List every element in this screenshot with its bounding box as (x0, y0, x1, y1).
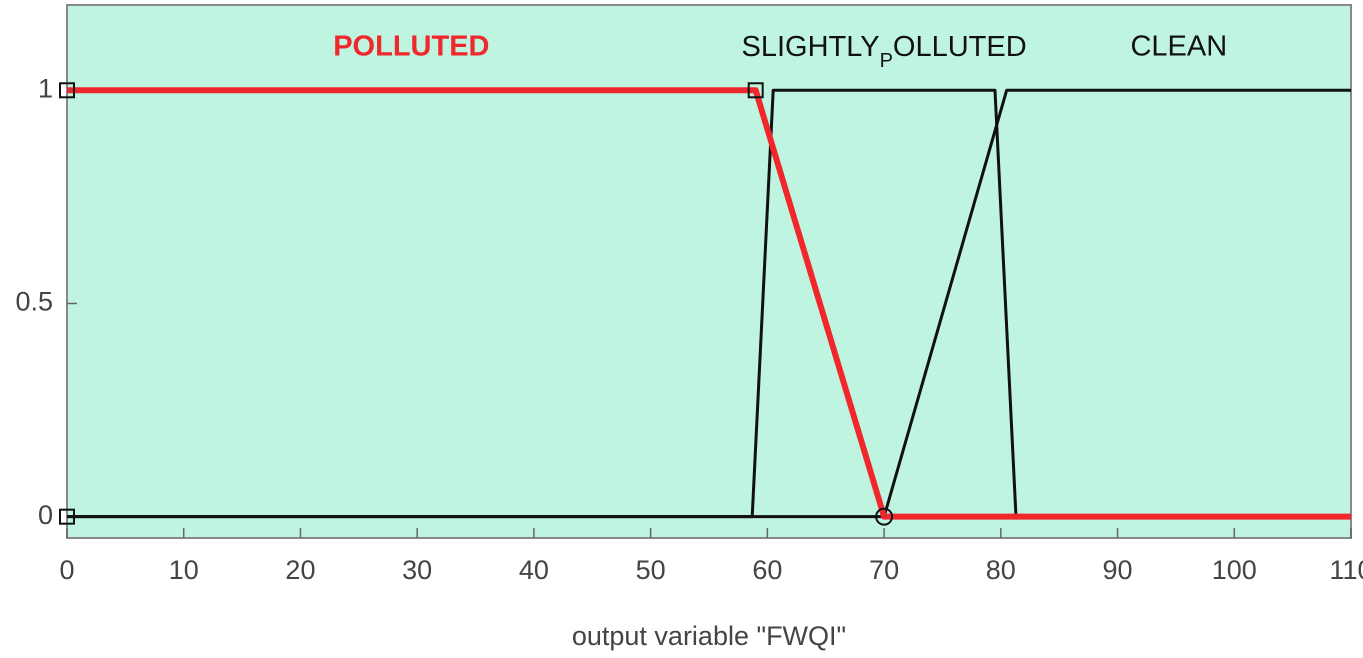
x-tick-label: 0 (59, 555, 74, 585)
series-label-part: SLIGHTLY (742, 31, 880, 63)
x-tick-label: 110 (1329, 555, 1363, 585)
plot-area (66, 4, 1352, 539)
point-marker (59, 508, 75, 525)
y-tick-label: 1 (38, 73, 53, 103)
x-tick-label: 90 (1103, 555, 1133, 585)
x-tick-label: 30 (402, 555, 432, 585)
series-label: CLEAN (1130, 31, 1227, 63)
series-label-part: OLLUTED (893, 31, 1027, 63)
series-label: POLLUTED (333, 31, 489, 63)
y-tick-label: 0 (38, 500, 53, 530)
x-tick-label: 10 (169, 555, 199, 585)
x-tick-label: 40 (519, 555, 549, 585)
point-marker (875, 507, 894, 526)
series-label: SLIGHTLYPOLLUTED (742, 31, 1027, 73)
x-tick-label: 100 (1212, 555, 1257, 585)
y-tick-label: 0.5 (15, 287, 53, 317)
x-axis-label: output variable "FWQI" (572, 621, 846, 651)
point-marker (59, 82, 75, 99)
series-line (67, 87, 1351, 520)
x-tick-label: 80 (986, 555, 1016, 585)
x-tick-label: 20 (285, 555, 315, 585)
x-tick-label: 60 (752, 555, 782, 585)
point-marker (747, 82, 764, 99)
x-tick-label: 50 (636, 555, 666, 585)
series-label-sub: P (880, 50, 893, 72)
x-tick-label: 70 (869, 555, 899, 585)
